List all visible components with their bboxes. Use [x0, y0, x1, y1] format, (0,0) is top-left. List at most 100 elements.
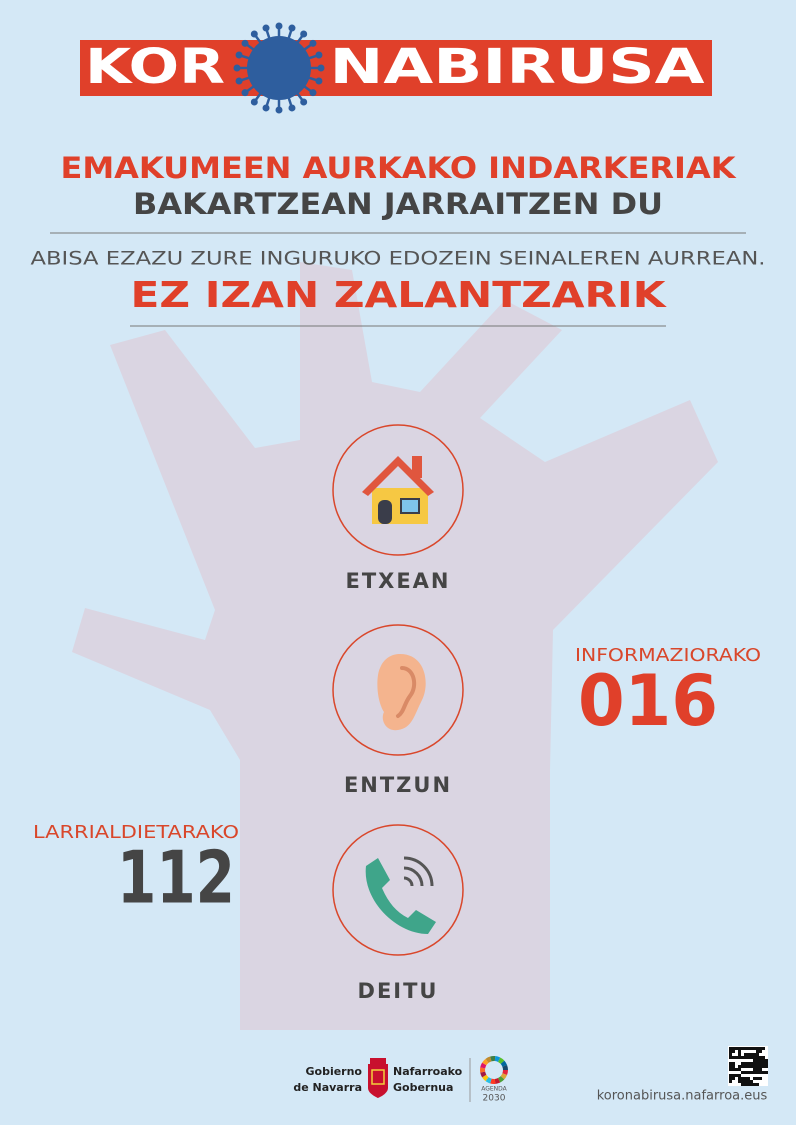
qr-cell — [735, 1068, 738, 1071]
qr-cell — [756, 1083, 759, 1086]
qr-cell — [747, 1053, 750, 1056]
qr-cell — [738, 1056, 741, 1059]
qr-cell — [756, 1047, 759, 1050]
subline: ABISA EZAZU ZURE INGURUKO EDOZEIN SEINAL… — [31, 248, 766, 270]
virus-spike — [262, 24, 270, 32]
qr-cell — [744, 1047, 747, 1050]
qr-cell — [729, 1056, 732, 1059]
wheel-segment — [480, 1067, 486, 1073]
qr-cell — [747, 1077, 750, 1080]
brand-banner — [80, 40, 712, 96]
qr-cell — [741, 1056, 744, 1059]
gov-right: Gobernua — [393, 1081, 453, 1094]
virus-spike — [235, 77, 243, 85]
qr-cell — [759, 1050, 762, 1053]
qr-cell — [750, 1083, 753, 1086]
step-label: ENTZUN — [344, 773, 452, 797]
qr-cell — [729, 1062, 732, 1065]
qr-cell — [753, 1083, 756, 1086]
qr-cell — [750, 1053, 753, 1056]
virus-spike — [315, 51, 323, 59]
footer-url: koronabirusa.nafarroa.eus — [597, 1089, 768, 1104]
virus-spike — [250, 30, 258, 38]
wheel-segment — [485, 1077, 492, 1084]
wheel-segment — [494, 1056, 501, 1062]
wheel-segment — [490, 1078, 496, 1085]
virus-spike — [241, 89, 249, 97]
qr-cell — [765, 1071, 768, 1074]
virus-spike — [262, 104, 270, 112]
qr-cell — [747, 1071, 750, 1074]
qr-cell — [753, 1068, 756, 1071]
qr-cell — [753, 1047, 756, 1050]
gov-left: Gobierno — [305, 1065, 362, 1078]
ear-icon — [377, 654, 426, 731]
qr-cell — [732, 1077, 735, 1080]
qr-cell — [741, 1083, 744, 1086]
callout: EZ IZAN ZALANTZARIK — [131, 275, 667, 316]
qr-cell — [741, 1047, 744, 1050]
qr-cell — [732, 1065, 735, 1068]
qr-cell — [765, 1065, 768, 1068]
qr-cell — [753, 1077, 756, 1080]
wheel-segment — [498, 1057, 505, 1064]
qr-cell — [732, 1074, 735, 1077]
qr-cell — [756, 1077, 759, 1080]
step-label: ETXEAN — [345, 569, 450, 593]
virus-core — [247, 36, 311, 100]
qr-cell — [738, 1074, 741, 1077]
qr-cell — [738, 1068, 741, 1071]
agenda-label: AGENDA — [481, 1086, 507, 1093]
step-circle — [332, 424, 464, 556]
qr-cell — [747, 1047, 750, 1050]
qr-cell — [756, 1065, 759, 1068]
qr-cell — [735, 1056, 738, 1059]
step-circle — [332, 824, 464, 956]
virus-spike — [300, 30, 308, 38]
wheel-segment — [480, 1071, 487, 1078]
qr-cell — [741, 1077, 744, 1080]
qr-cell — [765, 1062, 768, 1065]
qr-cell — [756, 1068, 759, 1071]
qr-cell — [750, 1071, 753, 1074]
qr-cell — [729, 1047, 732, 1050]
wheel-segment — [500, 1060, 508, 1067]
qr-cell — [732, 1047, 735, 1050]
qr-cell — [762, 1056, 765, 1059]
qr-cell — [729, 1074, 732, 1077]
virus-spike — [288, 24, 296, 32]
qr-cell — [759, 1056, 762, 1059]
wheel-segment — [482, 1058, 489, 1066]
qr-cell — [741, 1080, 744, 1083]
qr-cell — [732, 1056, 735, 1059]
wheel-segment — [480, 1062, 487, 1069]
step-circle — [332, 624, 464, 756]
qr-cell — [762, 1071, 765, 1074]
virus-spike — [309, 39, 317, 47]
qr-cell — [756, 1059, 759, 1062]
house-icon — [362, 456, 434, 524]
qr-cell — [744, 1080, 747, 1083]
qr-cell — [741, 1065, 744, 1068]
qr-cell — [753, 1059, 756, 1062]
qr-cell — [738, 1047, 741, 1050]
wheel-segment — [490, 1056, 496, 1062]
qr-cell — [750, 1056, 753, 1059]
info-number: 016 — [578, 660, 718, 742]
qr-cell — [759, 1071, 762, 1074]
qr-cell — [735, 1074, 738, 1077]
qr-cell — [747, 1083, 750, 1086]
qr-cell — [729, 1065, 732, 1068]
qr-cell — [759, 1068, 762, 1071]
qr-cell — [759, 1065, 762, 1068]
qr-cell — [738, 1065, 741, 1068]
qr-cell — [762, 1065, 765, 1068]
wheel-segment — [502, 1070, 508, 1076]
qr-cell — [753, 1062, 756, 1065]
qr-cell — [750, 1047, 753, 1050]
qr-cell — [750, 1080, 753, 1083]
virus-spike — [317, 64, 325, 72]
phone-icon — [365, 856, 436, 934]
qr-cell — [738, 1080, 741, 1083]
